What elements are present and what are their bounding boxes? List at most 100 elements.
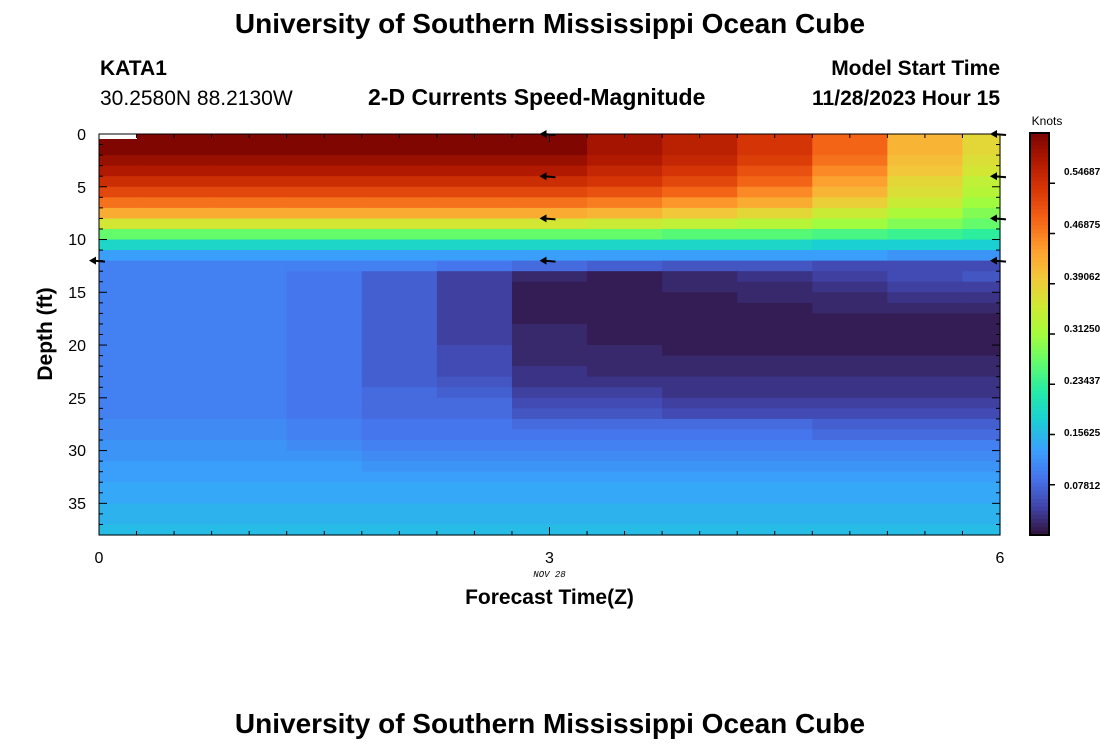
heatmap-cell bbox=[361, 144, 438, 156]
colorbar-segment bbox=[1030, 434, 1049, 440]
colorbar-segment bbox=[1030, 486, 1049, 492]
heatmap-cell bbox=[662, 176, 738, 188]
colorbar-segment bbox=[1030, 466, 1049, 472]
heatmap-cell bbox=[361, 302, 438, 314]
heatmap-cell bbox=[511, 313, 588, 325]
heatmap-cell bbox=[436, 207, 513, 220]
heatmap-cell bbox=[361, 292, 438, 304]
heatmap-cell bbox=[211, 155, 288, 167]
heatmap-cell bbox=[511, 408, 588, 420]
heatmap-cell bbox=[587, 513, 663, 526]
footer-title: University of Southern Mississippi Ocean… bbox=[234, 708, 866, 739]
heatmap-cell bbox=[361, 207, 438, 220]
heatmap-cell bbox=[737, 239, 813, 251]
heatmap-cell bbox=[136, 302, 213, 314]
heatmap-cell bbox=[136, 440, 213, 452]
heatmap-cell bbox=[211, 397, 288, 409]
heatmap-cell bbox=[361, 250, 438, 262]
heatmap-cell bbox=[587, 376, 663, 388]
heatmap-cell bbox=[737, 492, 813, 504]
heatmap-cell bbox=[361, 345, 438, 357]
heatmap-cell bbox=[436, 418, 513, 431]
heatmap-cell bbox=[99, 513, 138, 526]
heatmap-cell bbox=[211, 228, 288, 241]
heatmap-cell bbox=[887, 461, 964, 473]
heatmap-cell bbox=[361, 408, 438, 420]
heatmap-cell bbox=[436, 134, 513, 146]
heatmap-cell bbox=[962, 387, 1001, 399]
heatmap-cell bbox=[511, 176, 588, 188]
heatmap-cell bbox=[662, 239, 738, 251]
heatmap-cell bbox=[361, 366, 438, 378]
heatmap-cell bbox=[136, 186, 213, 198]
heatmap-cell bbox=[662, 165, 738, 177]
colorbar-segment bbox=[1030, 225, 1049, 230]
colorbar-segment bbox=[1030, 506, 1049, 512]
heatmap-cell bbox=[286, 503, 363, 515]
colorbar-segment bbox=[1030, 305, 1049, 311]
heatmap-cell bbox=[361, 429, 438, 441]
heatmap-cell bbox=[136, 281, 213, 293]
heatmap-cell bbox=[812, 155, 888, 167]
heatmap-cell bbox=[812, 313, 888, 325]
heatmap-cell bbox=[361, 134, 438, 146]
colorbar-segment bbox=[1030, 362, 1049, 367]
heatmap-cell bbox=[436, 408, 513, 420]
heatmap-cell bbox=[99, 366, 138, 378]
heatmap-cell bbox=[737, 418, 813, 431]
heatmap-cell bbox=[737, 376, 813, 388]
heatmap-cell bbox=[136, 482, 213, 494]
heatmap-cell bbox=[286, 260, 363, 272]
heatmap-cell bbox=[812, 197, 888, 209]
colorbar-segment bbox=[1030, 346, 1049, 351]
heatmap-cell bbox=[812, 302, 888, 314]
colorbar-segment bbox=[1030, 402, 1049, 407]
current-arrow bbox=[539, 172, 556, 181]
heatmap-cell bbox=[136, 387, 213, 399]
heatmap-cell bbox=[812, 281, 888, 293]
heatmap-cell bbox=[511, 334, 588, 346]
heatmap-cell bbox=[737, 482, 813, 494]
heatmap-cell bbox=[136, 450, 213, 462]
heatmap-cell bbox=[436, 366, 513, 378]
heatmap-cell bbox=[211, 345, 288, 357]
heatmap-cell bbox=[587, 155, 663, 167]
heatmap-cell bbox=[887, 524, 964, 536]
arrow-head bbox=[990, 130, 997, 138]
heatmap-cell bbox=[99, 155, 138, 167]
colorbar-segment bbox=[1030, 454, 1049, 460]
colorbar-segment bbox=[1030, 502, 1049, 508]
heatmap-cell bbox=[99, 260, 138, 272]
heatmap-cell bbox=[211, 376, 288, 388]
heatmap-cell bbox=[662, 334, 738, 346]
heatmap-cell bbox=[737, 228, 813, 241]
heatmap-cell bbox=[99, 134, 138, 146]
heatmap-cell bbox=[436, 440, 513, 452]
heatmap-cell bbox=[136, 144, 213, 156]
current-arrow bbox=[89, 256, 106, 265]
heatmap-cell bbox=[286, 292, 363, 304]
heatmap-cell bbox=[812, 397, 888, 409]
heatmap-cell bbox=[361, 503, 438, 515]
heatmap-cell bbox=[587, 165, 663, 177]
heatmap-cell bbox=[99, 397, 138, 409]
heatmap-cell bbox=[962, 250, 1001, 262]
heatmap-cell bbox=[436, 271, 513, 283]
heatmap-cell bbox=[99, 492, 138, 504]
current-arrow bbox=[990, 172, 1007, 181]
heatmap-cells bbox=[99, 134, 1001, 536]
heatmap-cell bbox=[436, 155, 513, 167]
heatmap-cell bbox=[887, 345, 964, 357]
heatmap-cell bbox=[436, 345, 513, 357]
heatmap-cell bbox=[436, 323, 513, 336]
heatmap-cell bbox=[737, 313, 813, 325]
heatmap-cell bbox=[511, 366, 588, 378]
colorbar-segment bbox=[1030, 253, 1049, 259]
colorbar-segment bbox=[1030, 265, 1049, 271]
heatmap-cell bbox=[887, 323, 964, 336]
colorbar-title: Knots bbox=[1032, 114, 1063, 128]
heatmap-cell bbox=[436, 313, 513, 325]
heatmap-cell bbox=[662, 281, 738, 293]
heatmap-cell bbox=[662, 503, 738, 515]
heatmap-cell bbox=[286, 186, 363, 198]
